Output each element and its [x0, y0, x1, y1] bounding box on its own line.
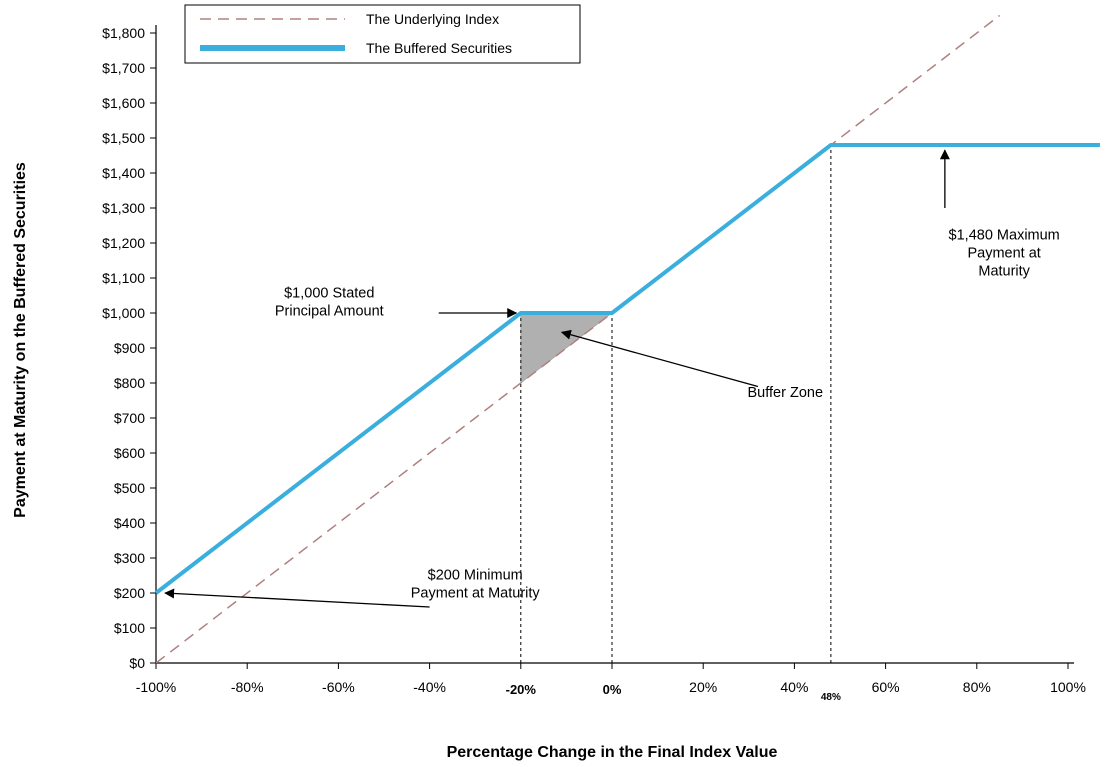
- x-tick-label: 60%: [872, 679, 900, 695]
- y-tick-label: $1,200: [102, 235, 145, 251]
- series-line-the-underlying-index: [155, 14, 1001, 664]
- y-tick-label: $1,100: [102, 270, 145, 286]
- y-tick-label: $200: [114, 585, 145, 601]
- y-tick-label: $1,400: [102, 165, 145, 181]
- y-tick-label: $1,000: [102, 305, 145, 321]
- x-tick-label: 100%: [1050, 679, 1086, 695]
- annotation: $200 Minimum Payment at Maturity: [164, 568, 541, 608]
- annotation-text: $200 Minimum: [428, 568, 523, 584]
- x-axis-title: Percentage Change in the Final Index Val…: [447, 744, 778, 761]
- annotation-arrow: [560, 329, 759, 388]
- y-tick-label: $1,800: [102, 25, 145, 41]
- legend-box: [184, 4, 581, 64]
- x-tick-label: 40%: [780, 679, 808, 695]
- series-line-the-buffered-securities: [154, 143, 1100, 595]
- annotation: $1,480 Maximum Payment at Maturity: [939, 149, 1060, 280]
- y-tick-label: $100: [114, 620, 145, 636]
- y-tick-label: $1,500: [102, 130, 145, 146]
- y-axis-title: Payment at Maturity on the Buffered Secu…: [12, 162, 29, 518]
- x-tick-label: 0%: [603, 682, 622, 697]
- y-tick-label: $700: [114, 410, 145, 426]
- y-tick-label: $900: [114, 340, 145, 356]
- annotation-text: $1,480 Maximum: [949, 228, 1060, 244]
- legend-label-buffered-securities: The Buffered Securities: [366, 40, 512, 56]
- annotation-text: Maturity: [978, 264, 1030, 280]
- annotation: Buffer Zone: [560, 329, 824, 401]
- x-tick-label: -60%: [322, 679, 355, 695]
- x-tick-label: -80%: [231, 679, 264, 695]
- y-tick-label: $1,600: [102, 95, 145, 111]
- y-tick-label: $300: [114, 550, 145, 566]
- legend: The Underlying Index The Buffered Securi…: [184, 4, 581, 64]
- annotation-arrow: [164, 588, 430, 608]
- annotation: $1,000 Stated Principal Amount: [275, 285, 518, 319]
- y-tick-label: $1,300: [102, 200, 145, 216]
- y-tick-label: $1,700: [102, 60, 145, 76]
- y-tick-label: $500: [114, 480, 145, 496]
- y-tick-label: $800: [114, 375, 145, 391]
- annotation-text: $1,000 Stated: [284, 285, 374, 301]
- x-tick-label: 80%: [963, 679, 991, 695]
- x-tick-label: -40%: [413, 679, 446, 695]
- annotation-text: Principal Amount: [275, 303, 384, 319]
- annotation-text: Payment at: [967, 246, 1040, 262]
- x-tick-label: -20%: [506, 682, 537, 697]
- x-tick-label: -100%: [136, 679, 176, 695]
- x-tick-label: 20%: [689, 679, 717, 695]
- annotation-text: Buffer Zone: [748, 385, 824, 401]
- legend-label-underlying-index: The Underlying Index: [366, 11, 499, 27]
- annotation-text: Payment at Maturity: [411, 586, 541, 602]
- x-tick-label: 48%: [821, 692, 841, 703]
- y-tick-label: $600: [114, 445, 145, 461]
- y-tick-label: $400: [114, 515, 145, 531]
- y-tick-label: $0: [129, 655, 145, 671]
